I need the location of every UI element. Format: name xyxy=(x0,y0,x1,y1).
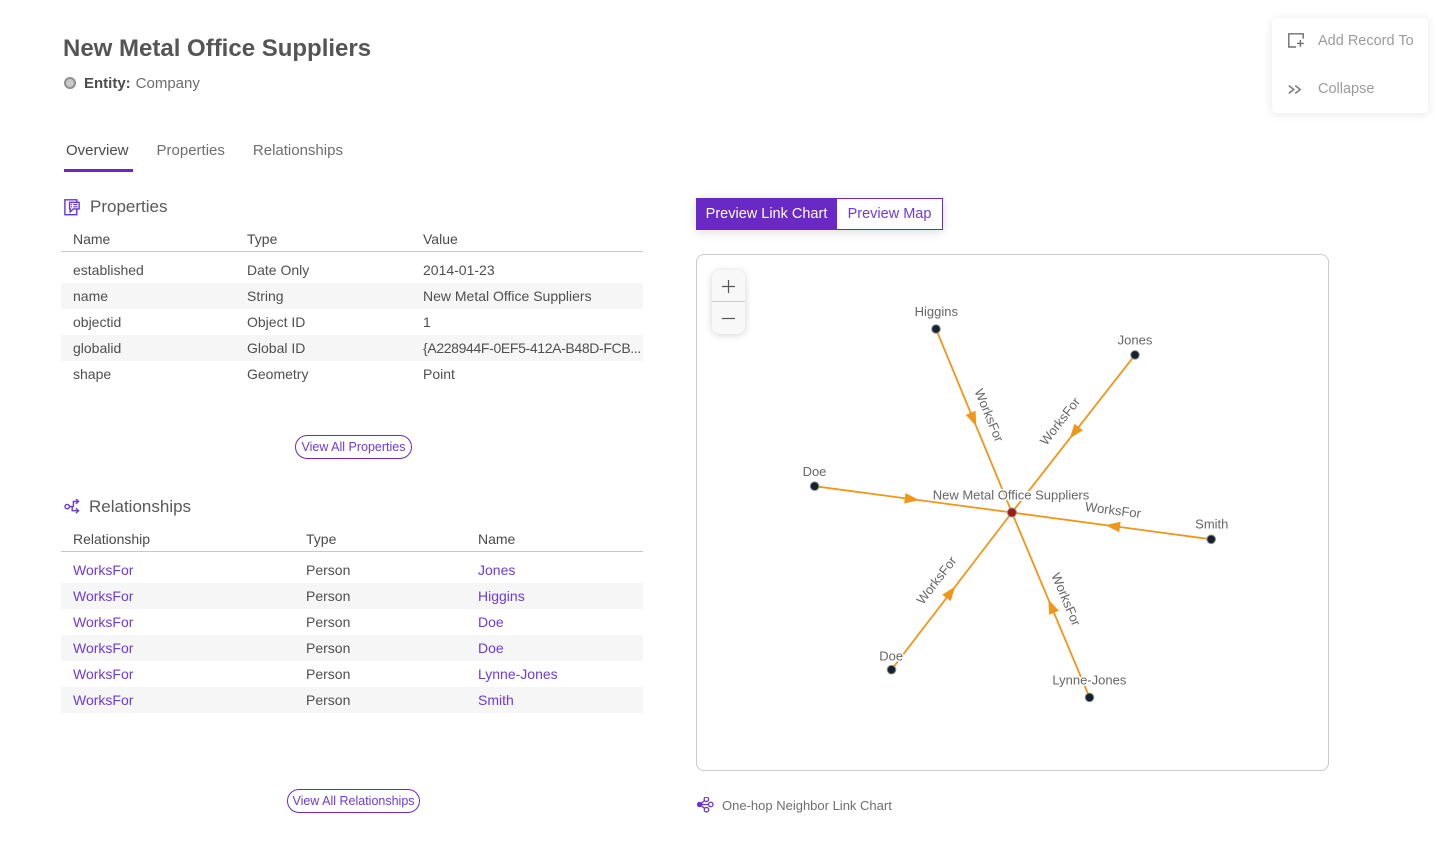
svg-text:Smith: Smith xyxy=(1195,517,1228,532)
svg-text:WorksFor: WorksFor xyxy=(971,386,1007,444)
svg-text:WorksFor: WorksFor xyxy=(1048,570,1084,628)
svg-text:Lynne-Jones: Lynne-Jones xyxy=(1052,673,1126,688)
svg-text:WorksFor: WorksFor xyxy=(1084,499,1142,521)
svg-text:WorksFor: WorksFor xyxy=(913,553,960,607)
svg-text:New Metal Office Suppliers: New Metal Office Suppliers xyxy=(933,487,1090,502)
svg-text:WorksFor: WorksFor xyxy=(1037,394,1084,448)
svg-text:Jones: Jones xyxy=(1118,333,1153,348)
svg-text:Doe: Doe xyxy=(803,464,827,479)
svg-text:Higgins: Higgins xyxy=(915,304,959,319)
svg-text:Doe: Doe xyxy=(879,648,903,663)
